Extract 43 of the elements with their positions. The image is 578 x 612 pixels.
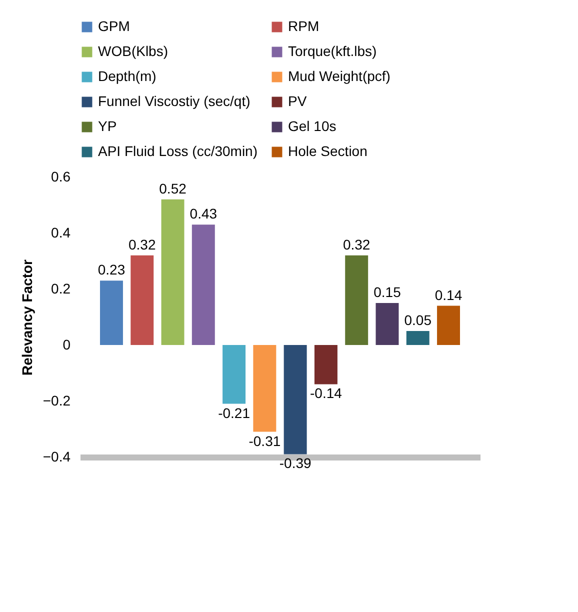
data-label: 0.05 xyxy=(404,312,432,328)
data-label: -0.39 xyxy=(279,455,312,472)
data-label: 0.43 xyxy=(190,206,218,222)
bar xyxy=(314,345,338,384)
legend-label: WOB(Klbs) xyxy=(98,43,168,59)
data-label: -0.21 xyxy=(218,404,250,421)
data-label: 0.52 xyxy=(159,180,187,196)
bar xyxy=(192,224,215,345)
legend-label: Hole Section xyxy=(288,143,368,159)
bar xyxy=(406,331,430,345)
bar xyxy=(345,255,368,345)
y-axis-title: Relevancy Factor xyxy=(18,258,35,376)
data-label: 0.32 xyxy=(128,236,156,252)
y-tick-label: 0.6 xyxy=(51,168,71,184)
data-label: -0.31 xyxy=(248,432,281,449)
bar xyxy=(253,345,276,432)
legend-label: Depth(m) xyxy=(98,68,156,84)
legend-label: GPM xyxy=(98,18,130,34)
data-label: 0.14 xyxy=(434,286,462,303)
data-label: -0.14 xyxy=(310,385,342,402)
legend-label: Gel 10s xyxy=(288,118,336,134)
bar xyxy=(130,255,154,345)
data-label: 0.15 xyxy=(374,284,402,300)
bar xyxy=(376,303,399,345)
bar xyxy=(222,345,246,404)
data-label: 0.23 xyxy=(98,262,126,278)
bar xyxy=(284,345,307,454)
legend-label: Mud Weight(pcf) xyxy=(288,68,390,84)
data-label: 0.32 xyxy=(342,236,370,252)
legend-label: Torque(kft.lbs) xyxy=(288,43,377,59)
legend-label: Funnel Viscostiy (sec/qt) xyxy=(98,93,250,109)
y-tick-label: 0.2 xyxy=(51,280,71,296)
y-tick-label: 0 xyxy=(62,336,71,352)
bar xyxy=(161,199,184,345)
legend-label: RPM xyxy=(288,18,320,34)
y-tick-label: −0.2 xyxy=(42,392,71,408)
legend-label: PV xyxy=(288,93,308,109)
bar xyxy=(437,306,460,345)
legend-label: YP xyxy=(98,118,117,134)
bar xyxy=(100,280,123,345)
y-tick-label: 0.4 xyxy=(51,224,71,240)
y-tick-label: −0.4 xyxy=(42,448,71,464)
legend-label: API Fluid Loss (cc/30min) xyxy=(98,143,258,159)
